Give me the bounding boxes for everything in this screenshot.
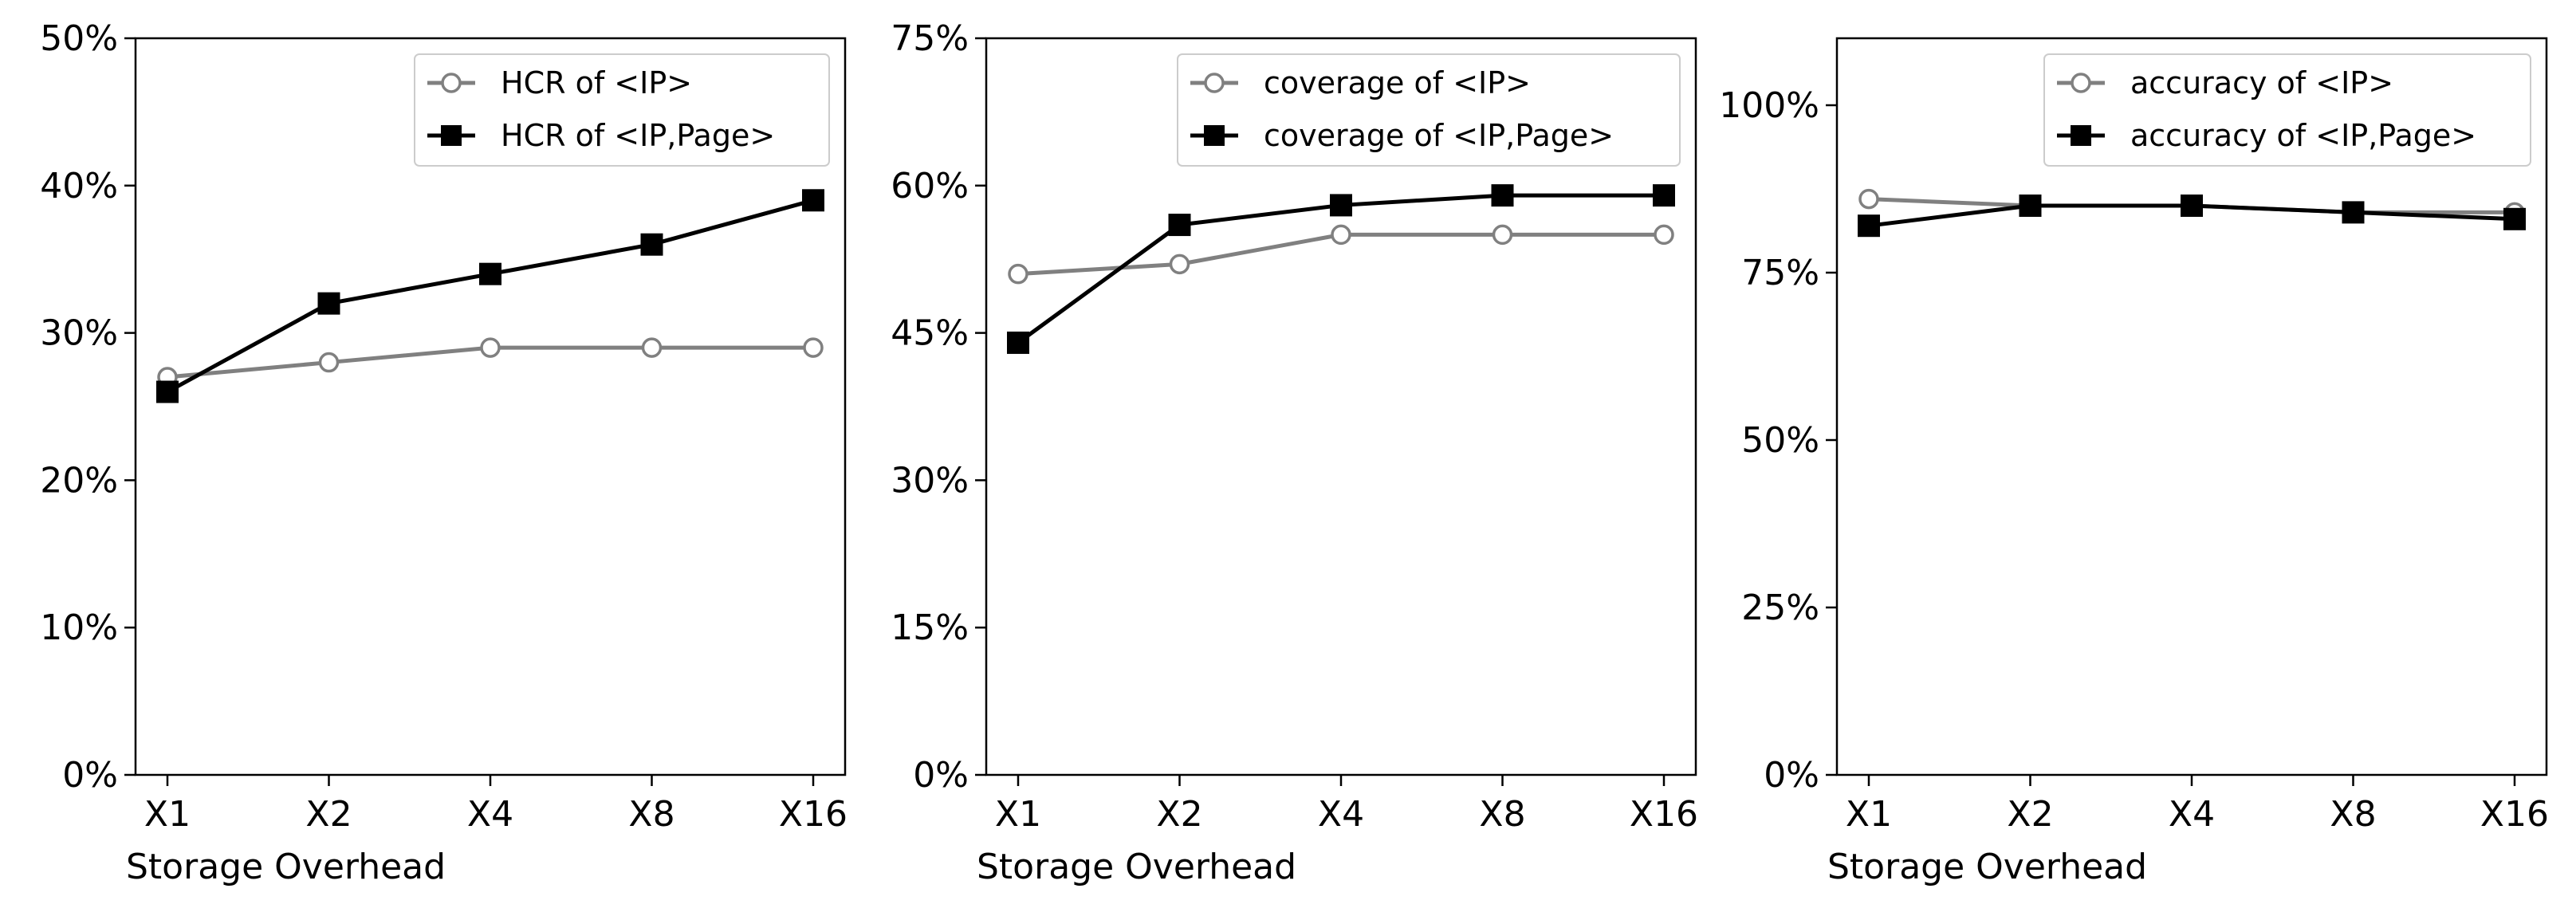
x-tick-label: X8 bbox=[1479, 794, 1525, 835]
y-tick-label: 45% bbox=[891, 313, 969, 354]
legend-label: HCR of <IP,Page> bbox=[501, 118, 775, 153]
y-tick-label: 10% bbox=[40, 607, 118, 648]
data-point bbox=[1491, 184, 1514, 207]
legend-box bbox=[414, 53, 830, 167]
data-point bbox=[1858, 214, 1880, 238]
x-tick-label: X1 bbox=[1846, 794, 1892, 835]
legend-marker bbox=[441, 125, 462, 146]
y-tick-label: 75% bbox=[891, 18, 969, 59]
data-point bbox=[318, 352, 340, 373]
data-point bbox=[1007, 331, 1029, 354]
legend-label: accuracy of <IP,Page> bbox=[2130, 118, 2476, 153]
legend-label: accuracy of <IP> bbox=[2130, 65, 2393, 100]
data-point bbox=[479, 262, 501, 285]
data-point bbox=[480, 337, 501, 358]
legend-marker bbox=[441, 73, 462, 93]
data-point bbox=[803, 337, 824, 358]
data-point bbox=[1169, 254, 1190, 275]
data-point bbox=[2019, 195, 2042, 217]
data-point bbox=[802, 189, 824, 212]
data-point bbox=[1492, 224, 1513, 246]
series-line-2 bbox=[166, 198, 814, 394]
y-tick-label: 25% bbox=[1741, 588, 1819, 628]
x-tick-label: X8 bbox=[628, 794, 674, 835]
data-point bbox=[641, 337, 663, 358]
chart-panel-2: 0% 15% 30% 45% 60% 75% X1 X2 X4 X8 X16 Storage Over… bbox=[891, 18, 1698, 887]
data-point bbox=[640, 233, 663, 256]
data-point bbox=[1330, 194, 1352, 217]
x-axis-label: Storage Overhead bbox=[1827, 847, 2147, 887]
y-tick-label: 75% bbox=[1741, 253, 1819, 293]
chart-panel-3: 0% 25% 50% 75% 100% X1 X2 X4 X8 X16 Storage Overhe… bbox=[1719, 37, 2549, 887]
legend-label: coverage of <IP,Page> bbox=[1264, 118, 1614, 153]
y-tick-label: 0% bbox=[62, 755, 118, 796]
x-axis-label: Storage Overhead bbox=[126, 847, 446, 887]
y-tick-label: 50% bbox=[40, 18, 118, 59]
legend-box bbox=[1177, 53, 1681, 167]
data-point bbox=[156, 380, 179, 403]
y-tick-label: 0% bbox=[1764, 755, 1819, 796]
x-tick-label: X8 bbox=[2330, 794, 2376, 835]
y-tick-label: 40% bbox=[40, 166, 118, 206]
x-tick-label: X1 bbox=[995, 794, 1041, 835]
y-tick-label: 30% bbox=[40, 313, 118, 354]
x-tick-label: X16 bbox=[779, 794, 848, 835]
data-point bbox=[1008, 263, 1028, 285]
data-point bbox=[1653, 184, 1675, 207]
y-tick-label: 0% bbox=[913, 755, 969, 796]
x-axis-label: Storage Overhead bbox=[977, 847, 1296, 887]
data-point bbox=[1168, 214, 1191, 237]
data-point bbox=[2342, 201, 2365, 224]
y-tick-label: 100% bbox=[1719, 85, 1819, 126]
legend-marker bbox=[1204, 73, 1225, 93]
y-tick-label: 50% bbox=[1741, 420, 1819, 461]
x-tick-label: X2 bbox=[2007, 794, 2053, 835]
y-tick-label: 30% bbox=[891, 460, 969, 501]
data-point bbox=[317, 292, 340, 315]
legend-label: HCR of <IP> bbox=[501, 65, 692, 100]
x-tick-label: X4 bbox=[2169, 794, 2215, 835]
chart-panel-1: 0% 10% 20% 30% 40% 50% X1 X2 X4 X8 X16 Storage Over… bbox=[40, 18, 848, 887]
data-point bbox=[2503, 207, 2526, 230]
data-point bbox=[1654, 224, 1674, 246]
x-tick-label: X1 bbox=[144, 794, 191, 835]
legend-label: coverage of <IP> bbox=[1264, 65, 1531, 100]
y-tick-label: 20% bbox=[40, 460, 118, 501]
y-tick-label: 60% bbox=[891, 166, 969, 206]
x-tick-label: X4 bbox=[1318, 794, 1364, 835]
x-tick-label: X16 bbox=[1630, 794, 1698, 835]
legend-marker bbox=[2071, 125, 2091, 146]
x-tick-label: X16 bbox=[2480, 794, 2549, 835]
legend-marker bbox=[2071, 73, 2091, 93]
data-point bbox=[2181, 195, 2203, 217]
y-tick-label: 15% bbox=[891, 607, 969, 648]
x-tick-label: X2 bbox=[1156, 794, 1202, 835]
x-tick-label: X2 bbox=[305, 794, 352, 835]
legend-box bbox=[2043, 53, 2531, 167]
data-point bbox=[1858, 188, 1879, 210]
legend-marker bbox=[1204, 125, 1225, 146]
x-tick-label: X4 bbox=[467, 794, 513, 835]
data-point bbox=[1331, 224, 1351, 246]
